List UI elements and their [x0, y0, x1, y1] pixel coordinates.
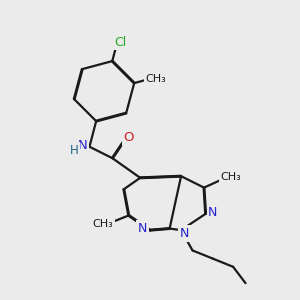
Text: H: H — [69, 143, 78, 157]
Text: N: N — [180, 227, 189, 240]
Text: O: O — [124, 131, 134, 144]
Text: Cl: Cl — [115, 36, 127, 49]
Text: N: N — [138, 222, 148, 235]
Text: CH₃: CH₃ — [146, 74, 166, 84]
Text: N: N — [77, 139, 87, 152]
Text: CH₃: CH₃ — [221, 172, 242, 182]
Text: CH₃: CH₃ — [93, 219, 114, 229]
Text: N: N — [208, 206, 218, 219]
